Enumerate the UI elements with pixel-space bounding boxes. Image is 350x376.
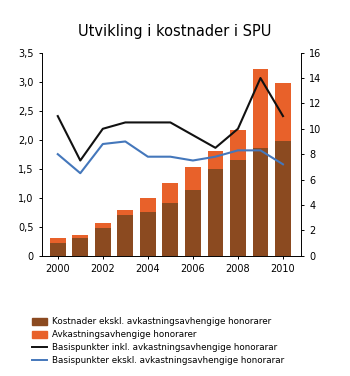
Bar <box>185 190 201 256</box>
Bar <box>208 169 223 256</box>
Bar <box>95 223 111 228</box>
Bar <box>118 215 133 256</box>
Bar <box>118 211 133 215</box>
Bar <box>72 235 88 238</box>
Bar <box>253 149 268 256</box>
Bar <box>162 183 178 203</box>
Bar <box>208 151 223 169</box>
Bar <box>95 228 111 256</box>
Text: Utvikling i kostnader i SPU: Utvikling i kostnader i SPU <box>78 24 272 39</box>
Bar <box>162 203 178 256</box>
Bar <box>50 243 66 256</box>
Bar <box>140 198 156 212</box>
Bar <box>275 141 291 256</box>
Bar <box>140 212 156 256</box>
Bar <box>230 160 246 256</box>
Bar <box>185 167 201 190</box>
Bar <box>72 238 88 256</box>
Bar <box>230 130 246 160</box>
Bar <box>50 238 66 243</box>
Bar <box>253 69 268 149</box>
Bar <box>275 83 291 141</box>
Legend: Kostnader ekskl. avkastningsavhengige honorarer, Avkastningsavhengige honorarer,: Kostnader ekskl. avkastningsavhengige ho… <box>29 315 287 368</box>
